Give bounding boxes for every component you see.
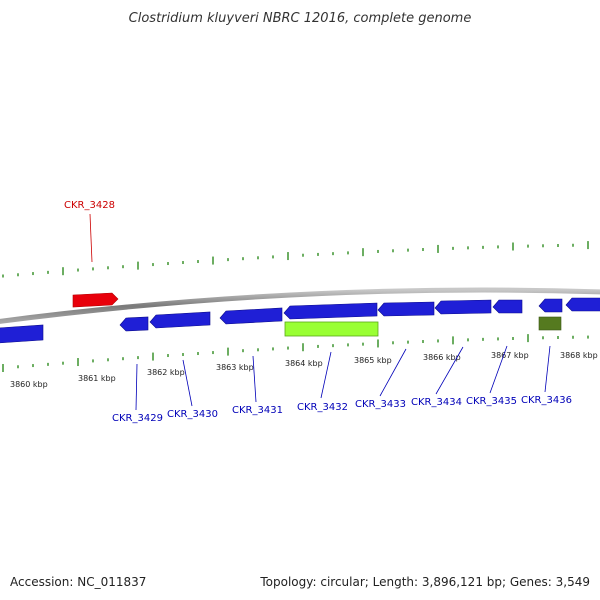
scale-label: 3860 kbp: [10, 380, 48, 389]
scale-label: 3865 kbp: [354, 356, 392, 365]
gene-arrow-ckr-3429[interactable]: [119, 316, 149, 332]
highlight-feature[interactable]: [284, 321, 379, 337]
gene-arrow-ckr-3433[interactable]: [377, 301, 435, 317]
gene-label-ckr-3435[interactable]: CKR_3435: [466, 396, 517, 407]
gene-label-ckr-3436[interactable]: CKR_3436: [521, 395, 572, 406]
gene-label-ckr-3433[interactable]: CKR_3433: [355, 399, 406, 410]
gene-label-ckr-3428[interactable]: CKR_3428: [64, 200, 115, 211]
olive-feature[interactable]: [538, 316, 562, 331]
genome-summary-text: Topology: circular; Length: 3,896,121 bp…: [260, 575, 590, 589]
scale-label: 3866 kbp: [423, 353, 461, 362]
gene-arrow-ckr-3436[interactable]: [538, 298, 563, 313]
scale-label: 3868 kbp: [560, 351, 598, 360]
gene-label-ckr-3429[interactable]: CKR_3429: [112, 413, 163, 424]
gene-label-ckr-3432[interactable]: CKR_3432: [297, 402, 348, 413]
gene-label-ckr-3434[interactable]: CKR_3434: [411, 397, 462, 408]
scale-label: 3864 kbp: [285, 359, 323, 368]
gene-arrow-ckr-3431[interactable]: [219, 307, 283, 325]
map-title: Clostridium kluyveri NBRC 12016, complet…: [129, 11, 472, 26]
gene-arrow-ckr-3432[interactable]: [283, 302, 378, 320]
gene-label-ckr-3431[interactable]: CKR_3431: [232, 405, 283, 416]
gene-arrow-ckr-3435[interactable]: [492, 299, 523, 314]
outer-scale-ticks: [2, 241, 589, 278]
scale-label: 3867 kbp: [491, 351, 529, 360]
gene-arrow-ckr-3428[interactable]: [72, 292, 119, 308]
gene-arrow-ckr-3430[interactable]: [149, 311, 211, 329]
gene-arrow-reverse[interactable]: [565, 297, 600, 312]
label-leaders: [89, 213, 551, 411]
genome-backbone: [0, 287, 600, 324]
scale-label: 3861 kbp: [78, 374, 116, 383]
scale-label: 3862 kbp: [147, 368, 185, 377]
gene-label-ckr-3430[interactable]: CKR_3430: [167, 409, 218, 420]
gene-arrow-ckr-3434[interactable]: [434, 299, 492, 315]
scale-label: 3863 kbp: [216, 363, 254, 372]
gene-arrow-reverse[interactable]: [0, 324, 44, 344]
inner-scale-ticks: [2, 334, 589, 372]
accession-text: Accession: NC_011837: [10, 575, 147, 589]
